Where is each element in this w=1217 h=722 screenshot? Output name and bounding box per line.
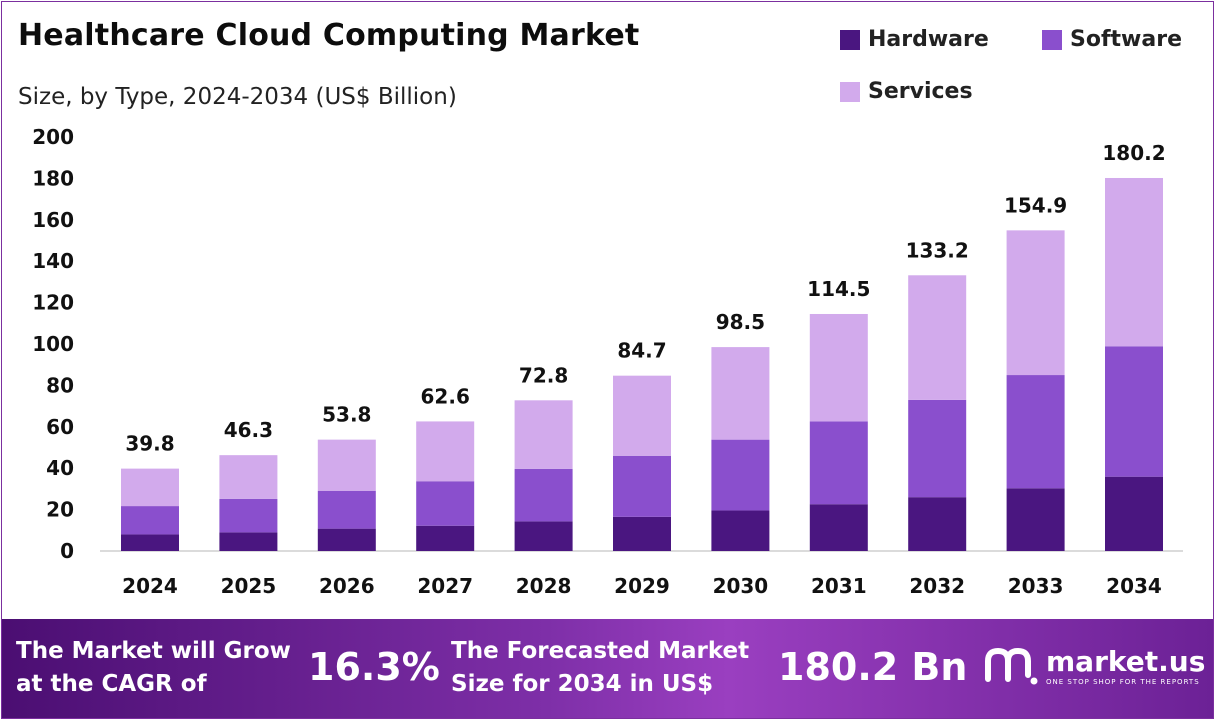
bar-segment-software [121, 506, 179, 535]
y-tick-label: 100 [32, 332, 74, 356]
x-tick-label: 2028 [516, 574, 572, 598]
legend-item-software: Software [1042, 27, 1182, 52]
bar-total-label: 53.8 [322, 403, 371, 427]
bar-segment-software [1006, 375, 1065, 489]
bar-segment-hardware [908, 497, 967, 551]
forecast-label: The Forecasted Market Size for 2034 in U… [451, 638, 750, 697]
bar-segment-software [908, 399, 967, 498]
bar-segment-hardware [514, 521, 573, 551]
bar-segment-hardware [317, 528, 376, 551]
x-tick-label: 2030 [713, 574, 769, 598]
bar-segment-services [416, 421, 475, 482]
x-tick-label: 2024 [122, 574, 178, 598]
brand-text: market.us ONE STOP SHOP FOR THE REPORTS [1046, 644, 1206, 686]
bar-segment-services [219, 455, 278, 499]
legend-item-services: Services [840, 79, 973, 104]
bar-segment-software [219, 498, 278, 533]
bar-total-label: 84.7 [617, 339, 666, 363]
bar-segment-hardware [1006, 488, 1065, 551]
bar-segment-services [613, 375, 671, 456]
y-tick-label: 120 [32, 291, 74, 315]
chart-title: Healthcare Cloud Computing Market [18, 18, 640, 53]
y-tick-label: 60 [46, 415, 74, 439]
legend-swatch-hardware [840, 29, 860, 50]
bar-segment-services [908, 275, 967, 400]
bar-segment-services [809, 313, 868, 422]
x-tick-label: 2033 [1008, 574, 1064, 598]
chart-subtitle: Size, by Type, 2024-2034 (US$ Billion) [18, 84, 457, 110]
bar-total-label: 72.8 [519, 363, 568, 387]
bar-segment-software [416, 481, 475, 526]
bar-total-label: 154.9 [1004, 193, 1067, 217]
forecast-value: 180.2 Bn [778, 645, 968, 689]
bar-segment-services [317, 439, 376, 491]
bar-segment-services [711, 347, 770, 440]
bar-segment-hardware [711, 510, 770, 551]
y-tick-label: 180 [32, 166, 74, 190]
x-tick-label: 2026 [319, 574, 375, 598]
bar-segment-services [1105, 177, 1163, 347]
bar-segment-hardware [416, 525, 475, 551]
bar-segment-services [1006, 230, 1065, 376]
y-tick-label: 20 [46, 498, 74, 522]
bar-total-label: 46.3 [224, 418, 273, 442]
brand-logo: market.us ONE STOP SHOP FOR THE REPORTS [984, 645, 1205, 687]
bar-segment-hardware [121, 534, 179, 551]
bar-segment-hardware [809, 504, 868, 551]
bar-segment-software [1105, 346, 1163, 477]
y-tick-label: 200 [32, 125, 74, 149]
cagr-value: 16.3% [308, 645, 440, 689]
y-tick-label: 80 [46, 373, 74, 397]
x-tick-label: 2031 [811, 574, 867, 598]
y-tick-label: 160 [32, 208, 74, 232]
x-tick-label: 2025 [221, 574, 277, 598]
bar-segment-software [613, 455, 671, 517]
bar-total-label: 62.6 [421, 384, 470, 408]
x-tick-label: 2027 [417, 574, 473, 598]
y-tick-label: 40 [46, 456, 74, 480]
market-us-logo-icon [985, 647, 1038, 685]
y-tick-label: 0 [60, 539, 74, 563]
bar-segment-software [317, 490, 376, 529]
x-tick-label: 2034 [1106, 574, 1162, 598]
bar-segment-hardware [219, 532, 278, 551]
bar-segment-hardware [1105, 476, 1163, 551]
x-tick-label: 2032 [909, 574, 965, 598]
bar-segment-hardware [613, 516, 671, 551]
bar-total-label: 133.2 [906, 238, 969, 262]
bar-segment-software [711, 439, 770, 511]
y-tick-label: 140 [32, 249, 74, 273]
bar-segment-services [514, 400, 573, 469]
summary-banner: The Market will Grow at the CAGR of 16.3… [2, 619, 1213, 718]
bar-total-label: 180.2 [1102, 141, 1165, 165]
bar-segment-services [121, 468, 179, 507]
legend-label-software: Software [1070, 27, 1182, 52]
brand-tagline: ONE STOP SHOP FOR THE REPORTS [1046, 677, 1200, 686]
bar-segment-software [514, 468, 573, 522]
legend-label-services: Services [868, 79, 973, 104]
stacked-bar-chart: 0 20 40 60 80 100 120 140 160 180 200 39.8 2024 46.3 2… [32, 125, 1183, 598]
legend-item-hardware: Hardware [840, 27, 989, 52]
legend-swatch-services [840, 81, 860, 102]
bar-total-label: 98.5 [716, 310, 765, 334]
bar-segment-software [809, 421, 868, 505]
bar-total-label: 114.5 [807, 277, 870, 301]
legend-swatch-software [1042, 29, 1062, 50]
brand-name: market.us [1046, 644, 1206, 678]
legend-label-hardware: Hardware [868, 27, 989, 52]
x-tick-label: 2029 [614, 574, 670, 598]
cagr-label: The Market will Grow at the CAGR of [16, 638, 291, 697]
bar-total-label: 39.8 [125, 432, 174, 456]
